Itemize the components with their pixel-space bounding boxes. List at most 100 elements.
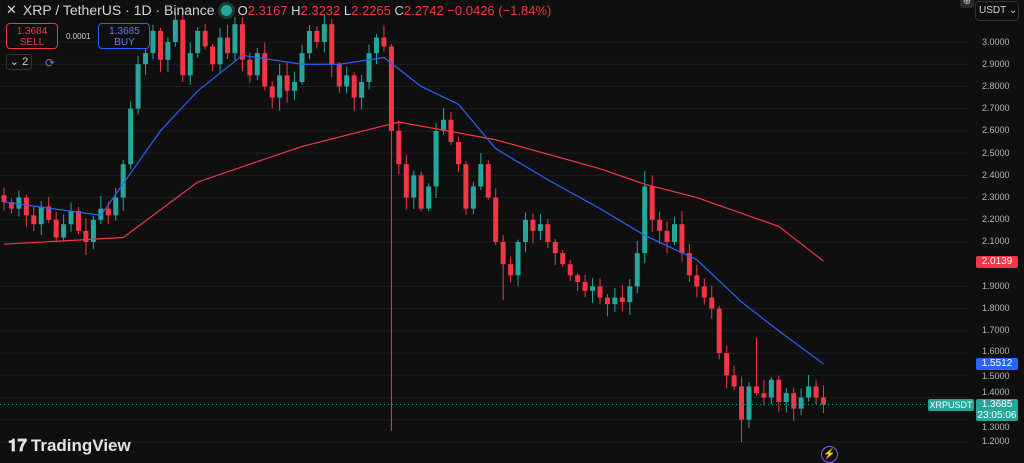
candle-body — [448, 119, 454, 142]
y-tick-label: 2.1000 — [982, 236, 1010, 247]
buy-button[interactable]: 1.3685 BUY — [98, 23, 151, 49]
candle-body — [649, 186, 655, 220]
candle-body — [321, 24, 327, 42]
symbol-price-tag: XRPUSDT — [928, 399, 974, 411]
candle-body — [299, 53, 305, 82]
candle-body — [202, 30, 208, 47]
candle-body — [61, 224, 67, 238]
candle-body — [500, 241, 506, 265]
candle-body — [284, 75, 290, 91]
candle-body — [388, 46, 394, 131]
tradingview-logo[interactable]: 𝟏𝟕 TradingView — [8, 436, 131, 455]
candle-body — [806, 386, 812, 398]
symbol-header: ✕ XRP / TetherUS · 1D · Binance O2.3167 … — [6, 2, 551, 18]
y-tick-label: 2.7000 — [982, 103, 1010, 114]
candle-body — [351, 75, 357, 98]
candle-body — [821, 397, 826, 405]
candle-body — [396, 130, 402, 165]
candle-body — [455, 141, 461, 165]
sync-icon[interactable]: ⟳ — [45, 56, 56, 70]
candle-body — [31, 215, 37, 225]
candle-body — [98, 208, 104, 220]
candle-body — [672, 224, 677, 242]
y-tick-label: 3.0000 — [982, 36, 1010, 47]
currency-select[interactable]: USDT ⌄ — [975, 1, 1019, 21]
y-tick-label: 2.2000 — [982, 214, 1010, 225]
candle-body — [739, 386, 745, 420]
candle-body — [165, 42, 171, 60]
candle-body — [277, 75, 283, 98]
y-tick-label: 2.8000 — [982, 80, 1010, 91]
close-icon[interactable]: ✕ — [6, 2, 17, 17]
candle-body — [627, 286, 633, 302]
candle-body — [90, 219, 96, 242]
candle-body — [366, 53, 372, 82]
y-tick-label: 1.4000 — [982, 387, 1010, 397]
ma-slow-price-label: 2.0139 — [976, 256, 1018, 268]
y-tick-label: 1.3000 — [982, 422, 1010, 432]
candle-body — [128, 108, 134, 165]
add-icon[interactable]: ⊕ — [960, 0, 974, 8]
y-tick-label: 2.4000 — [982, 169, 1010, 180]
y-tick-label: 2.5000 — [982, 147, 1010, 158]
candle-body — [150, 30, 156, 54]
candle-body — [657, 219, 663, 231]
indicators-toggle[interactable]: ⌄ 2 — [6, 54, 32, 70]
candle-body — [374, 37, 379, 54]
y-tick-label: 1.5000 — [982, 371, 1010, 381]
candle-body — [418, 175, 424, 209]
candle-body — [478, 164, 484, 187]
candle-body — [634, 253, 640, 287]
candle-body — [813, 386, 819, 398]
candle-body — [225, 37, 230, 54]
candle-body — [336, 64, 342, 87]
candle-body — [582, 281, 588, 291]
candle-body — [560, 253, 566, 265]
candle-body — [761, 393, 767, 398]
y-tick-label: 1.6000 — [982, 346, 1010, 356]
candle-body — [329, 24, 335, 65]
candle-body — [16, 197, 22, 209]
candle-body — [783, 393, 789, 402]
candle-body — [157, 30, 163, 60]
candle-body — [217, 37, 223, 65]
candle-body — [344, 75, 350, 87]
candle-body — [537, 224, 543, 231]
candle-body — [701, 286, 707, 298]
y-tick-label: 1.9000 — [982, 280, 1010, 291]
candle-body — [776, 379, 782, 402]
candle-body — [597, 286, 603, 298]
candle-body — [731, 375, 737, 387]
candle-body — [187, 53, 193, 76]
candle-body — [642, 186, 648, 254]
y-tick-label: 2.9000 — [982, 58, 1010, 69]
candle-body — [463, 164, 469, 209]
candle-body — [143, 53, 149, 65]
candle-body — [53, 219, 59, 238]
candle-body — [753, 386, 759, 394]
candle-body — [359, 81, 365, 98]
candle-body — [798, 397, 804, 409]
candle-body — [470, 186, 476, 209]
lightning-icon[interactable]: ⚡ — [821, 446, 838, 463]
candle-body — [120, 164, 126, 198]
candle-body — [746, 386, 752, 420]
candle-body — [709, 297, 715, 309]
ma-fast-price-label: 1.5512 — [976, 358, 1018, 370]
candle-body — [411, 175, 417, 198]
candle-body — [403, 164, 409, 198]
ma-fast-line — [3, 54, 824, 365]
candle-body — [314, 30, 320, 42]
candle-body — [485, 164, 491, 198]
candle-body — [195, 30, 201, 54]
candle-body — [83, 230, 89, 242]
sell-button[interactable]: 1.3684 SELL — [6, 23, 58, 49]
ma-slow-line — [3, 121, 824, 262]
market-status-icon — [220, 4, 232, 16]
candle-body — [545, 224, 551, 242]
ohlc-values: O2.3167 H2.3232 L2.2265 C2.2742 −0.0426 … — [237, 2, 552, 18]
symbol-title[interactable]: XRP / TetherUS · 1D · Binance — [22, 2, 215, 18]
candle-body — [68, 210, 74, 225]
candle-body — [1, 195, 7, 202]
